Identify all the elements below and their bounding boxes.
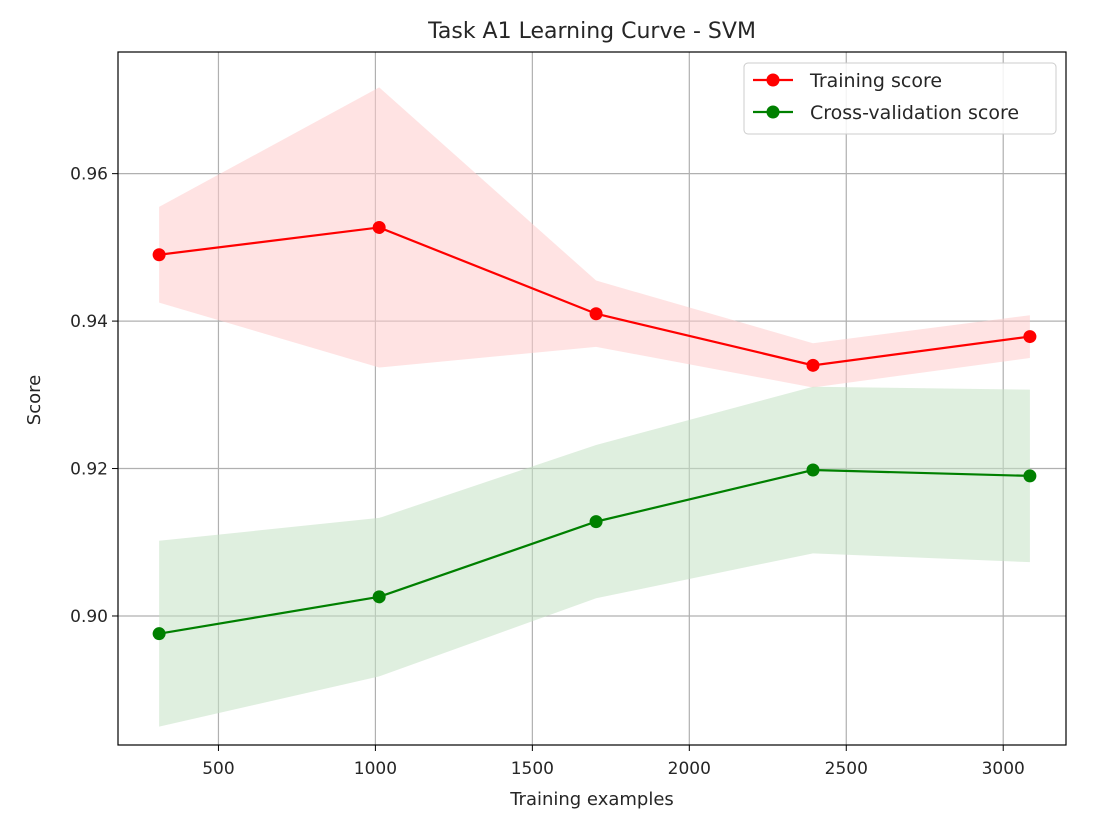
- y-axis-ticks: 0.90 0.92 0.94 0.96: [70, 165, 118, 627]
- cross-validation-score-point: [806, 463, 820, 477]
- x-tick-label: 3000: [982, 759, 1025, 779]
- x-tick-label: 1500: [511, 759, 554, 779]
- training-score-point: [589, 307, 603, 321]
- data-points: [152, 220, 1037, 641]
- legend: Training score Cross-validation score: [743, 62, 1057, 135]
- x-axis-ticks: 500 1000 1500 2000 2500 3000: [202, 745, 1025, 779]
- legend-cross-validation-score-marker: [766, 105, 780, 119]
- y-tick-label: 0.92: [70, 460, 108, 480]
- y-tick-label: 0.94: [70, 312, 108, 332]
- cross-validation-score-band: [159, 386, 1030, 727]
- y-axis-label: Score: [24, 375, 45, 425]
- legend-training-score-label: Training score: [809, 70, 942, 92]
- x-tick-label: 500: [202, 759, 234, 779]
- legend-training-score-marker: [766, 73, 780, 87]
- cross-validation-score-point: [589, 515, 603, 529]
- training-score-point: [806, 358, 820, 372]
- training-score-band: [159, 87, 1030, 388]
- x-axis-label: Training examples: [509, 789, 674, 810]
- confidence-bands: [159, 87, 1030, 727]
- training-score-point: [152, 248, 166, 262]
- y-tick-label: 0.90: [70, 607, 108, 627]
- cross-validation-score-point: [152, 627, 166, 641]
- cross-validation-score-point: [1023, 469, 1037, 483]
- chart-title: Task A1 Learning Curve - SVM: [427, 19, 756, 44]
- x-tick-label: 2500: [825, 759, 868, 779]
- cross-validation-score-point: [372, 590, 386, 604]
- training-score-point: [372, 220, 386, 234]
- plot-frame: [117, 51, 1067, 746]
- legend-box: [743, 62, 1057, 135]
- x-tick-label: 2000: [668, 759, 711, 779]
- training-score-point: [1023, 330, 1037, 344]
- legend-cross-validation-score-label: Cross-validation score: [810, 102, 1019, 124]
- x-tick-label: 1000: [354, 759, 397, 779]
- y-tick-label: 0.96: [70, 165, 108, 185]
